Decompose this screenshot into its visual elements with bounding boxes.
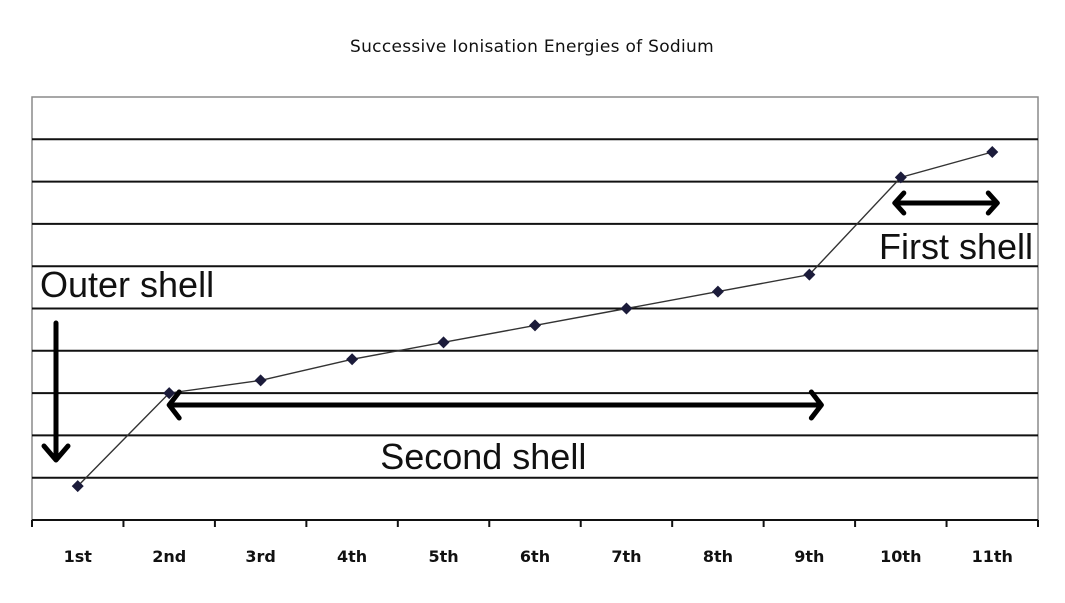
x-tick-label: 7th <box>611 547 641 566</box>
first-shell-label: First shell <box>879 226 1033 267</box>
data-point <box>346 353 359 366</box>
x-axis: 1st 2nd 3rd 4th 5th 6th 7th 8th 9th 10th 11th <box>31 519 1039 566</box>
x-tick-label: 4th <box>337 547 367 566</box>
x-tick-label: 10th <box>880 547 921 566</box>
x-tick-label: 3rd <box>245 547 275 566</box>
data-point <box>437 336 450 349</box>
data-point <box>529 319 541 332</box>
data-point <box>986 145 999 158</box>
x-tick-label: 11th <box>972 547 1013 566</box>
first-shell-arrow <box>892 190 1000 216</box>
outer-shell-label: Outer shell <box>40 264 214 305</box>
gridlines <box>32 138 1038 479</box>
data-point <box>894 171 907 184</box>
data-point <box>711 285 724 298</box>
data-point <box>803 268 816 281</box>
x-tick-label: 5th <box>428 547 458 566</box>
data-point <box>163 387 176 400</box>
x-tick-label: 8th <box>703 547 733 566</box>
second-shell-label: Second shell <box>380 436 586 477</box>
data-point <box>620 302 633 315</box>
x-tick-label: 2nd <box>152 547 186 566</box>
data-point <box>71 480 84 493</box>
chart-title: Successive Ionisation Energies of Sodium <box>350 37 714 57</box>
x-tick-label: 1st <box>64 547 93 566</box>
outer-shell-arrow <box>41 320 71 463</box>
data-point <box>254 374 267 387</box>
second-shell-arrow <box>166 389 824 421</box>
shell-annotations: Outer shell Second shell First shell <box>40 190 1033 477</box>
ionisation-energy-series <box>71 145 999 493</box>
x-tick-label: 6th <box>520 547 550 566</box>
x-tick-label: 9th <box>794 547 824 566</box>
